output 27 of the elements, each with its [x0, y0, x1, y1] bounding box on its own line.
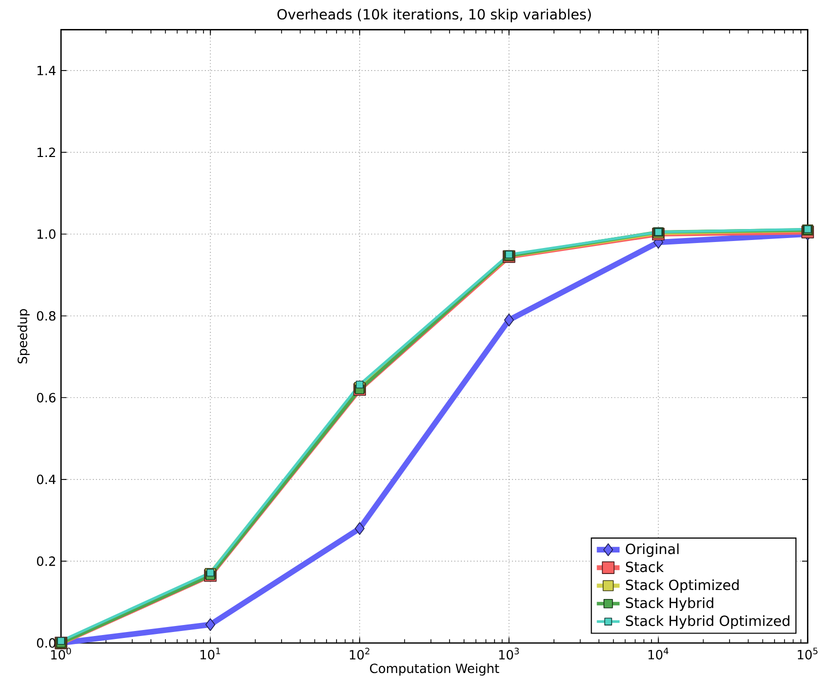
point [205, 618, 216, 631]
y-tick-label: 1.4 [38, 66, 56, 76]
chart-title: Overheads (10k iterations, 10 skip variables) [277, 8, 591, 22]
legend-label: Stack Hybrid [626, 597, 714, 611]
y-tick-label: 0.4 [36, 474, 56, 484]
x-axis-title: Computation Weight [370, 663, 500, 676]
x-tick-label: 10$^{5}$ [798, 648, 818, 660]
x-tick-label: 10$^{0}$ [51, 648, 71, 660]
y-tick-label: 1.0 [38, 229, 56, 239]
x-tick-label: 10$^{3}$ [499, 648, 519, 660]
y-tick-label: 0.0 [36, 638, 56, 648]
legend-label: Original [626, 543, 679, 557]
legend-label: Stack Optimized [626, 579, 739, 593]
point [57, 637, 65, 645]
x-tick-label: 10$^{2}$ [350, 648, 370, 660]
point [504, 314, 514, 326]
y-tick-label: 1.2 [38, 148, 56, 158]
legend-label: Stack Hybrid Optimized [626, 615, 790, 629]
point [356, 380, 364, 388]
x-tick-label: 10$^{1}$ [200, 648, 220, 660]
y-tick-label: 0.2 [36, 556, 56, 566]
point [354, 522, 365, 535]
y-axis-title: Speedup [17, 309, 30, 364]
x-tick-label: 10$^{4}$ [648, 648, 668, 660]
legend-label: Stack [626, 561, 664, 572]
y-tick-label: 0.8 [36, 311, 56, 321]
y-tick-label: 0.6 [36, 392, 56, 402]
